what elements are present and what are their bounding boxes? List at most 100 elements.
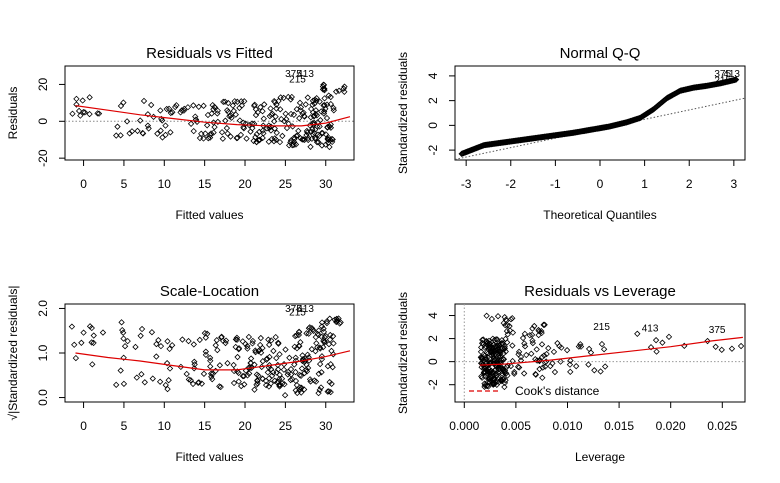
data-point [523,351,530,359]
data-point [169,342,176,349]
data-point [173,102,180,109]
data-point [526,332,533,339]
data-point [113,132,120,139]
data-point [239,338,246,345]
data-point [314,344,321,351]
data-point [481,369,488,376]
data-point [494,313,502,320]
y-tick-label: -2 [426,144,440,155]
y-tick-label: 4 [426,312,440,319]
data-point [318,353,326,360]
data-point [245,333,253,341]
data-point [495,340,502,347]
data-point [531,322,538,330]
data-point [511,368,518,376]
data-point [495,360,502,367]
data-point [566,361,574,368]
y-axis-label: √|Standardized residuals| [6,286,20,421]
data-point [117,132,124,139]
data-point [320,325,327,332]
data-point [227,133,234,140]
data-point [500,350,507,357]
data-point [511,370,518,377]
y-tick-label: 4 [426,72,440,79]
point-label: 215 [714,75,731,86]
data-point [325,388,332,395]
data-point [285,93,292,101]
data-point [316,98,323,105]
x-tick-label: 25 [279,419,293,433]
data-point [331,316,338,323]
data-point [268,337,275,344]
data-point [255,372,262,379]
y-tick-label: 1.0 [36,344,50,361]
data-point [155,336,162,344]
x-axis-label: Theoretical Quantiles [543,208,656,222]
data-point [253,381,260,388]
data-point [77,112,84,119]
data-point [498,337,506,344]
data-point [153,340,160,348]
data-point [529,339,537,347]
data-point [325,134,332,141]
data-point [240,124,247,131]
data-point [252,111,260,119]
data-point [247,128,254,135]
data-point [309,109,317,116]
data-point [517,353,525,361]
y-tick-label: 2 [426,97,440,104]
data-point [301,136,308,144]
data-point [249,124,256,132]
data-point [95,110,103,117]
data-point [166,345,173,353]
data-point [250,137,257,145]
data-point [268,111,275,119]
data-point [307,378,314,385]
x-tick-label: 20 [238,177,252,191]
data-point [282,110,289,117]
data-point [504,372,511,379]
data-point [210,106,217,113]
data-point [533,357,541,364]
data-point [585,361,592,368]
data-point [81,109,88,116]
data-point [206,134,214,141]
data-point [120,354,127,361]
data-point [515,348,523,356]
data-point [543,350,550,358]
data-point [259,375,266,382]
data-point [266,361,273,369]
data-point [318,142,326,149]
data-point [120,380,128,388]
data-point [292,377,300,385]
data-point [71,341,78,348]
data-point [554,340,561,347]
data-point [312,107,320,114]
data-point [159,117,166,124]
data-point [222,337,230,344]
data-point [232,336,240,343]
x-tick-label: 0.005 [501,419,531,433]
data-point [72,354,80,362]
data-point [290,141,298,149]
data-point [187,120,195,127]
x-tick-label: -3 [461,177,472,191]
data-point [241,98,248,105]
data-point [312,378,320,385]
data-point [545,344,552,352]
data-point [491,348,498,356]
data-point [282,346,289,353]
data-point [236,104,243,112]
data-point [162,122,169,129]
data-point [214,346,221,354]
data-point [287,376,294,384]
panel-title: Normal Q-Q [560,45,641,62]
data-point [317,116,324,124]
x-tick-label: 15 [198,419,212,433]
data-point [489,375,497,383]
data-point [172,103,179,111]
data-point [248,364,255,372]
data-point [501,345,508,352]
data-point [200,135,207,142]
data-point [528,331,536,339]
